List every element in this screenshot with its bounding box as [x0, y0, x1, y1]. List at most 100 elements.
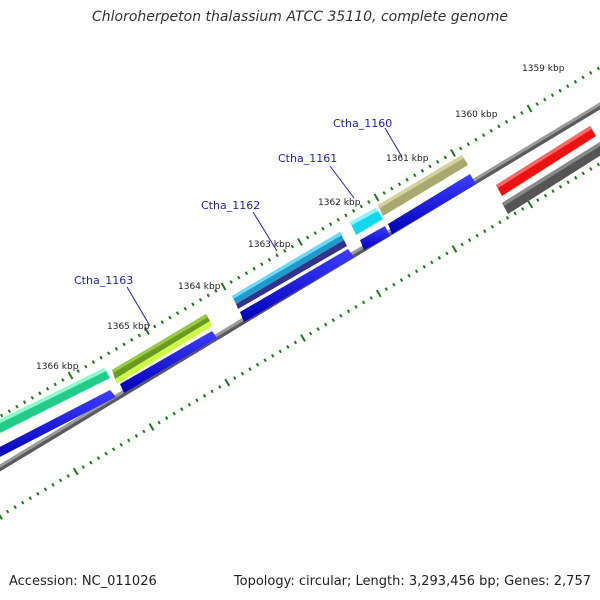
inner-tick [248, 367, 252, 372]
outer-tick [450, 149, 456, 157]
outer-tick [30, 395, 34, 400]
inner-tick [451, 245, 458, 253]
outer-tick [436, 160, 440, 164]
inner-tick [324, 322, 328, 327]
gene-ctha-1163[interactable] [112, 314, 212, 384]
outer-tick [543, 97, 547, 102]
inner-tick [81, 465, 85, 469]
outer-tick [428, 164, 432, 169]
outer-tick [336, 217, 340, 222]
outer-tick [283, 249, 287, 253]
inner-tick [414, 269, 419, 274]
outer-tick [114, 346, 119, 351]
inner-tick [513, 211, 517, 216]
inner-tick [119, 442, 123, 447]
tick-label-1362: 1362 kbp [318, 198, 361, 208]
tick-label-1361: 1361 kbp [386, 154, 429, 164]
gene-blue-3[interactable] [240, 249, 354, 322]
inner-tick [278, 349, 282, 354]
outer-tick [405, 177, 409, 182]
gene-blue-2[interactable] [120, 331, 217, 393]
outer-tick [497, 124, 501, 129]
inner-tick [58, 478, 63, 483]
accession-text: Accession: NC_011026 [9, 574, 157, 589]
inner-tick [293, 340, 298, 345]
inner-tick [551, 189, 555, 194]
outer-tick [214, 289, 218, 293]
genome-summary-text: Topology: circular; Length: 3,293,456 bp… [233, 574, 591, 589]
outer-tick [183, 306, 187, 311]
outer-tick [144, 327, 150, 335]
inner-tick [21, 500, 25, 505]
gene-blue-1[interactable] [0, 390, 116, 462]
gene-ctha-1162[interactable] [232, 232, 347, 309]
map-title: Chloroherpeton thalassium ATCC 35110, co… [92, 9, 508, 25]
outer-tick [260, 262, 264, 267]
outer-tick [175, 311, 180, 316]
gene-label-ctha-1163[interactable]: Ctha_1163 [74, 274, 133, 287]
gene-blue-4[interactable] [360, 226, 390, 250]
outer-tick [84, 364, 88, 369]
gene-red[interactable] [496, 126, 596, 196]
tick-label-1365: 1365 kbp [107, 322, 150, 332]
gene-ctha-1160[interactable] [378, 155, 468, 216]
outer-tick [61, 378, 65, 382]
inner-tick [475, 233, 479, 238]
inner-tick [142, 429, 146, 434]
inner-tick [5, 509, 10, 514]
inner-tick [460, 242, 464, 247]
inner-tick [308, 331, 313, 336]
gene-label-ctha-1161[interactable]: Ctha_1161 [278, 152, 337, 165]
inner-tick [483, 229, 487, 234]
outer-tick [382, 191, 386, 195]
inner-tick [581, 171, 585, 176]
inner-tick [566, 180, 570, 185]
outer-tick [237, 275, 241, 280]
outer-tick [474, 137, 478, 142]
outer-tick [22, 400, 27, 405]
outer-tick [359, 204, 363, 209]
outer-tick [481, 133, 486, 138]
inner-tick [72, 467, 79, 476]
outer-tick [252, 266, 256, 271]
gene-label-ctha-1160[interactable]: Ctha_1160 [333, 117, 392, 130]
outer-tick [275, 253, 279, 258]
inner-tick [164, 416, 169, 421]
gene-label-ctha-1162[interactable]: Ctha_1162 [201, 199, 260, 212]
gene-blue-5[interactable] [388, 174, 476, 234]
inner-tick [263, 358, 267, 363]
outer-tick [290, 244, 295, 249]
inner-tick [36, 491, 40, 496]
gene-gray[interactable] [502, 142, 600, 214]
gene-mint[interactable] [0, 368, 110, 438]
inner-tick [240, 371, 245, 376]
inner-tick [233, 376, 237, 380]
outer-tick [566, 84, 570, 89]
outer-tick [535, 102, 539, 106]
inner-tick [148, 423, 155, 431]
tick-label-1364: 1364 kbp [178, 282, 221, 292]
inner-tick [392, 282, 396, 287]
outer-tick [596, 66, 600, 71]
outer-tick [191, 302, 195, 307]
outer-tick [373, 193, 380, 202]
outer-tick [443, 155, 448, 160]
outer-tick [321, 226, 325, 231]
inner-tick-marks [0, 162, 600, 520]
outer-tick [526, 104, 533, 113]
outer-tick [0, 413, 4, 418]
inner-tick [505, 215, 510, 220]
outer-tick [328, 222, 333, 227]
inner-tick [369, 296, 373, 300]
inner-tick [202, 393, 207, 398]
inner-tick [490, 224, 495, 229]
inner-tick [543, 193, 548, 198]
outer-tick [489, 128, 493, 133]
tick-label-1359: 1359 kbp [522, 64, 565, 74]
outer-tick [305, 235, 310, 240]
gene-ctha-1161[interactable] [350, 208, 383, 235]
outer-tick [504, 119, 509, 124]
inner-tick [589, 166, 593, 171]
